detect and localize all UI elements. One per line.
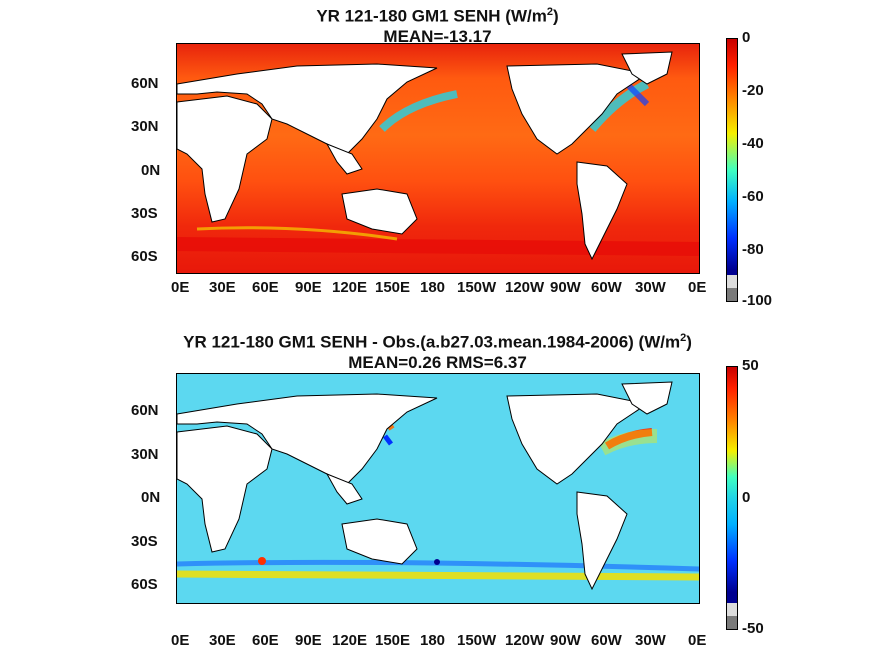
panel2-land-australia	[341, 518, 418, 565]
panel2-lon-180: 180	[420, 632, 446, 649]
panel1-cb-tick-0: 0	[742, 29, 751, 46]
panel2-colorbar	[726, 366, 738, 630]
panel1-gulfstream-streak	[588, 79, 650, 132]
panel1-cb-tick-m60: -60	[742, 188, 764, 205]
panel1-colorbar	[726, 38, 738, 302]
panel2-lat-60s: 60S	[131, 576, 158, 593]
panel2-southern-blue-band	[177, 559, 699, 572]
panel1-lon-60e: 60E	[252, 279, 279, 296]
panel1-lat-0n: 0N	[141, 162, 161, 179]
panel2-lon-150e: 150E	[375, 632, 411, 649]
panel1-cb-tick-m80: -80	[742, 241, 764, 258]
panel1-title-line1: YR 121-180 GM1 SENH (W/m	[316, 6, 547, 26]
panel1-lon-30e: 30E	[209, 279, 236, 296]
panel2-cb-tick-0: 0	[742, 489, 751, 506]
panel2-red-spot	[258, 557, 266, 565]
panel1-land-southeast-asia	[325, 143, 363, 175]
panel1-lon-120w: 120W	[505, 279, 545, 296]
panel2-lon-30w: 30W	[635, 632, 666, 649]
panel1-land-greenland	[621, 51, 673, 85]
panel1-lon-0e-end: 0E	[688, 279, 707, 296]
panel2-lon-0e: 0E	[171, 632, 190, 649]
panel2-unit-close: )	[686, 332, 692, 352]
panel1-yellow-band	[196, 226, 398, 241]
panel2-map	[176, 373, 700, 604]
panel1-lat-60s: 60S	[131, 248, 158, 265]
panel2-lat-30s: 30S	[131, 533, 158, 550]
panel2-land-greenland	[621, 381, 673, 415]
panel1-map	[176, 43, 700, 274]
panel2-gulfstream-anomaly	[604, 428, 653, 450]
panel1-southern-band	[177, 237, 699, 256]
panel1-cb-tick-m20: -20	[742, 82, 764, 99]
panel1-lon-180: 180	[420, 279, 446, 296]
panel2-cb-tick-m50: -50	[742, 620, 764, 637]
panel1-cb-tick-m40: -40	[742, 135, 764, 152]
panel1-land-africa	[177, 95, 273, 223]
panel1-lon-0e: 0E	[171, 279, 190, 296]
panel2-gulfstream-halo	[598, 429, 658, 456]
panel1-lat-30n: 30N	[131, 118, 159, 135]
panel2-lon-90w: 90W	[550, 632, 581, 649]
panel2-lon-90e: 90E	[295, 632, 322, 649]
panel2-southern-yellow-band	[177, 570, 699, 581]
panel1-title: YR 121-180 GM1 SENH (W/m2) MEAN=-13.17	[0, 2, 875, 47]
panel2-cb-tick-50: 50	[742, 357, 759, 374]
panel2-stats-label: MEAN=0.26 RMS=6.37	[348, 352, 527, 372]
panel1-land-south-america	[576, 161, 628, 261]
panel2-map-svg	[177, 374, 699, 603]
panel1-lon-90e: 90E	[295, 279, 322, 296]
panel2-lat-0n: 0N	[141, 489, 161, 506]
panel1-land-australia	[341, 188, 418, 235]
panel2-lon-120w: 120W	[505, 632, 545, 649]
panel1-map-svg	[177, 44, 699, 273]
panel1-lon-60w: 60W	[591, 279, 622, 296]
panel1-lon-30w: 30W	[635, 279, 666, 296]
panel1-unit-exponent: 2	[546, 6, 553, 18]
panel1-lon-120e: 120E	[332, 279, 368, 296]
panel2-dark-spot	[434, 559, 440, 565]
panel1-kuroshio-streak	[379, 90, 458, 132]
panel2-japan-anomaly	[383, 434, 393, 446]
panel2-title-line1: YR 121-180 GM1 SENH - Obs.(a.b27.03.mean…	[183, 332, 681, 352]
panel2-lon-120e: 120E	[332, 632, 368, 649]
panel2-lon-60w: 60W	[591, 632, 622, 649]
panel2-lon-150w: 150W	[457, 632, 497, 649]
panel1-lat-30s: 30S	[131, 205, 158, 222]
panel2-lon-60e: 60E	[252, 632, 279, 649]
panel1-mean-label: MEAN=-13.17	[383, 26, 492, 46]
panel1-lon-90w: 90W	[550, 279, 581, 296]
panel1-lon-150w: 150W	[457, 279, 497, 296]
panel2-lat-30n: 30N	[131, 446, 159, 463]
panel2-land-southeast-asia	[325, 473, 363, 505]
panel2-land-africa	[177, 425, 273, 553]
panel1-lon-150e: 150E	[375, 279, 411, 296]
panel1-unit-close: )	[552, 6, 559, 26]
panel2-land-south-america	[576, 491, 628, 591]
panel1-cb-tick-m100: -100	[742, 292, 773, 309]
panel2-lon-30e: 30E	[209, 632, 236, 649]
panel2-unit-exponent: 2	[680, 332, 687, 344]
panel1-lat-60n: 60N	[131, 75, 159, 92]
panel2-title: YR 121-180 GM1 SENH - Obs.(a.b27.03.mean…	[0, 328, 875, 373]
panel2-lon-0e-end: 0E	[688, 632, 707, 649]
panel2-lat-60n: 60N	[131, 402, 159, 419]
